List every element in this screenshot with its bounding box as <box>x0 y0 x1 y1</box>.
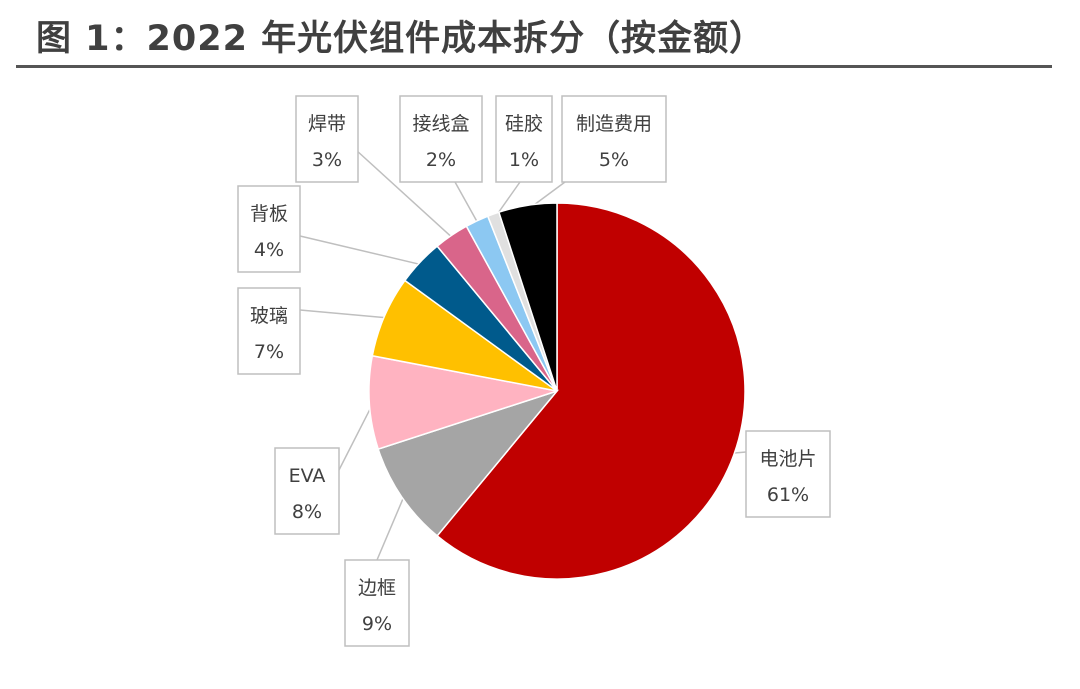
data-label-4: 背板 4% <box>237 185 301 273</box>
title-underline <box>16 65 1052 68</box>
data-label-box <box>237 185 301 273</box>
slice-name-label: 玻璃 <box>250 305 288 327</box>
slice-name-label: 制造费用 <box>576 113 652 135</box>
slice-name-label: 硅胶 <box>505 113 543 135</box>
leader-lines <box>299 149 747 561</box>
data-label-box <box>274 447 340 535</box>
data-label-box <box>295 95 359 183</box>
data-label-box <box>561 95 667 183</box>
slice-name-label: 焊带 <box>308 113 346 135</box>
data-label-box <box>237 287 301 375</box>
pie-slice-1 <box>377 389 560 537</box>
slice-value-label: 8% <box>292 501 322 523</box>
slice-name-label: EVA <box>289 465 326 487</box>
leader-line-1 <box>376 494 406 561</box>
data-label-5: 焊带 3% <box>295 95 359 183</box>
data-label-0: 电池片 61% <box>745 430 831 518</box>
leader-line-4 <box>299 235 424 266</box>
slice-name-label: 背板 <box>250 203 288 225</box>
leader-line-5 <box>355 149 455 240</box>
pie-slice-2 <box>368 354 558 451</box>
pie-slice-0 <box>436 202 746 580</box>
data-label-1: 边框 9% <box>344 559 410 647</box>
data-label-3: 玻璃 7% <box>237 287 301 375</box>
slice-value-label: 2% <box>426 149 456 171</box>
data-label-box <box>399 95 483 183</box>
leader-line-2 <box>338 402 375 471</box>
data-label-6: 接线盒 2% <box>399 95 483 183</box>
data-label-7: 硅胶 1% <box>495 95 553 183</box>
pie-slices <box>368 202 746 580</box>
data-label-2: EVA 8% <box>274 447 340 535</box>
slice-value-label: 3% <box>312 149 342 171</box>
data-label-8: 制造费用 5% <box>561 95 667 183</box>
slice-value-label: 61% <box>767 484 809 506</box>
figure-title: 图 1：2022 年光伏组件成本拆分（按金额） <box>36 19 766 59</box>
slice-value-label: 1% <box>509 149 539 171</box>
slice-value-label: 9% <box>362 613 392 635</box>
data-label-box <box>495 95 553 183</box>
slice-value-label: 7% <box>254 341 284 363</box>
leader-line-3 <box>299 309 389 319</box>
pie-slice-8 <box>497 202 558 392</box>
slice-name-label: 接线盒 <box>412 113 469 135</box>
slice-value-label: 4% <box>254 239 284 261</box>
slice-name-label: 电池片 <box>759 448 816 470</box>
data-labels: 电池片 61% 边框 9% EVA 8% 玻璃 7% 背板 4% 焊带 3% 接线盒 2% 硅胶 1% 制造费用… <box>237 95 831 647</box>
slice-value-label: 5% <box>599 149 629 171</box>
leader-line-6 <box>454 181 480 225</box>
slice-name-label: 边框 <box>358 577 396 599</box>
data-label-box <box>745 430 831 518</box>
data-label-box <box>344 559 410 647</box>
